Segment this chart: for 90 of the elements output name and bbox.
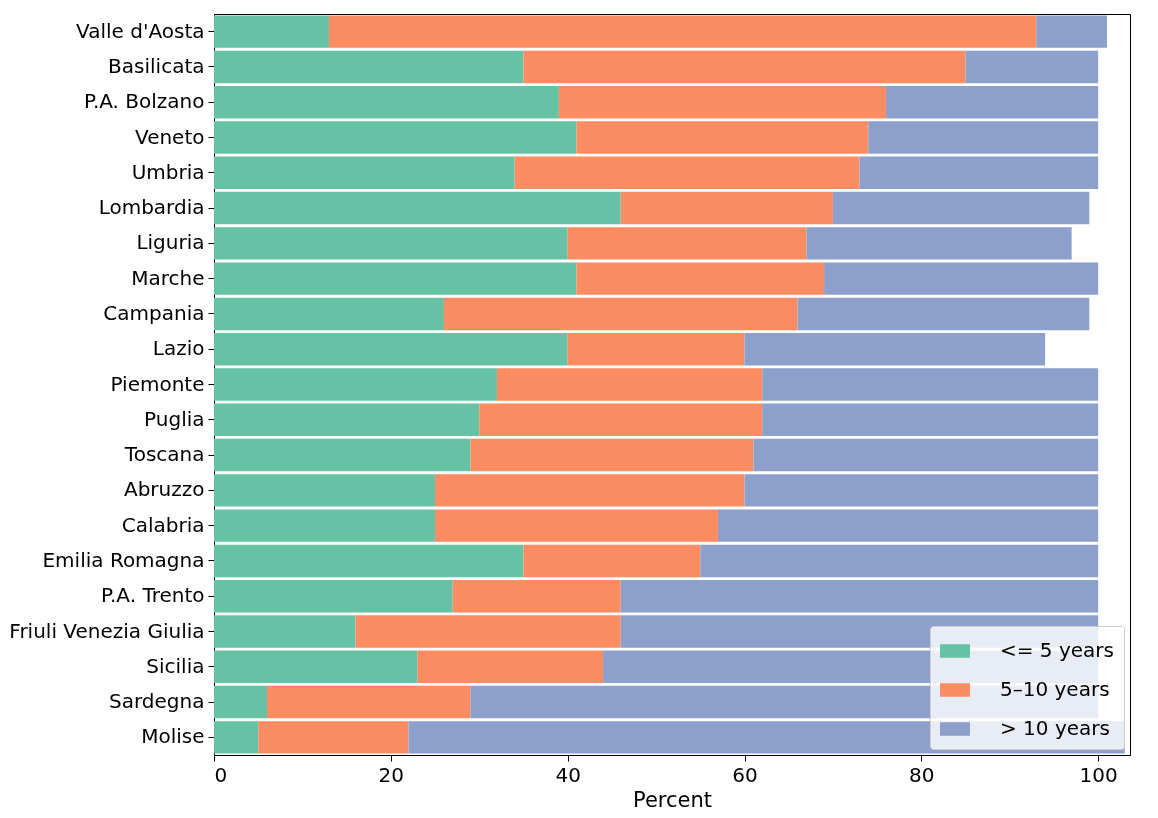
bar (762, 368, 1099, 401)
y-tick-label: Calabria (121, 512, 205, 537)
bar (620, 579, 1099, 613)
bar (744, 332, 1046, 366)
bar (868, 121, 1099, 154)
bar (328, 15, 1037, 48)
y-tick-label: Emilia Romagna (42, 547, 205, 572)
x-tick-label: 0 (214, 762, 228, 787)
bar (1036, 15, 1108, 48)
y-tick-label: Umbria (131, 159, 205, 184)
bar (824, 262, 1099, 295)
y-tick-label: Sardegna (109, 689, 205, 714)
bar (744, 474, 1099, 507)
y-tick-label: P.A. Trento (101, 583, 205, 608)
bar (558, 85, 886, 119)
y-tick-label: Campania (103, 300, 205, 325)
y-tick-label: Veneto (135, 124, 205, 149)
y-tick-label: Lombardia (98, 195, 205, 220)
x-tick-label: 80 (909, 762, 935, 787)
bar (214, 332, 568, 366)
y-tick-label: Puglia (144, 406, 205, 431)
bar (523, 50, 966, 84)
bar (965, 50, 1099, 84)
bar (885, 85, 1099, 119)
bar (214, 156, 515, 190)
bar (832, 191, 1090, 225)
bar (435, 509, 718, 542)
bar (753, 438, 1099, 472)
bar (452, 579, 621, 613)
y-tick-label: Marche (131, 265, 205, 290)
bar (214, 509, 436, 542)
bar (214, 579, 453, 613)
bar (214, 227, 568, 260)
bar (214, 191, 621, 225)
x-tick-label: 100 (1079, 762, 1118, 787)
legend-label: 5–10 years (1000, 677, 1110, 701)
y-tick-label: Abruzzo (123, 477, 205, 502)
y-tick-label: Sicilia (146, 653, 205, 678)
bar (214, 15, 329, 48)
bar (214, 403, 480, 437)
bar (496, 368, 763, 401)
y-tick-label: Lazio (152, 336, 205, 361)
x-tick-label: 20 (378, 762, 405, 787)
bar (214, 650, 418, 684)
bar (214, 262, 577, 295)
bar (567, 332, 745, 366)
y-tick-label: Friuli Venezia Giulia (9, 618, 205, 643)
bar (576, 262, 825, 295)
bar (214, 438, 471, 472)
y-tick-label: P.A. Bolzano (83, 89, 205, 114)
bar (762, 403, 1099, 437)
bar (479, 403, 763, 437)
bar (214, 368, 497, 401)
bar (435, 474, 745, 507)
y-tick-label: Molise (141, 724, 205, 749)
bar (523, 544, 701, 578)
bar (514, 156, 860, 190)
bar (214, 721, 259, 754)
x-tick-label: 40 (555, 762, 581, 787)
bar (700, 544, 1099, 578)
bar (806, 227, 1072, 260)
bar (214, 121, 577, 154)
bar (214, 685, 268, 719)
bar (797, 297, 1090, 331)
bar (443, 297, 798, 331)
bar (214, 297, 444, 331)
legend-label: > 10 years (1000, 716, 1110, 740)
bar (717, 509, 1099, 542)
bar (859, 156, 1099, 190)
bar (470, 438, 754, 472)
y-tick-label: Liguria (136, 230, 205, 255)
x-axis-title: Percent (632, 787, 713, 812)
bar (417, 650, 604, 684)
bar (576, 121, 869, 154)
bar (214, 85, 559, 119)
bar (620, 191, 833, 225)
y-tick-label: Piemonte (110, 371, 205, 396)
legend-label: <= 5 years (1000, 638, 1114, 662)
bar (267, 685, 471, 719)
bar (214, 474, 436, 507)
x-tick-label: 60 (732, 762, 758, 787)
bar (214, 615, 356, 648)
y-tick-label: Basilicata (108, 53, 205, 78)
bar (258, 721, 409, 754)
y-tick-label: Valle d'Aosta (76, 18, 205, 43)
bar (355, 615, 621, 648)
bar (214, 544, 524, 578)
bar (567, 227, 807, 260)
bar (214, 50, 524, 84)
y-tick-label: Toscana (123, 442, 205, 467)
